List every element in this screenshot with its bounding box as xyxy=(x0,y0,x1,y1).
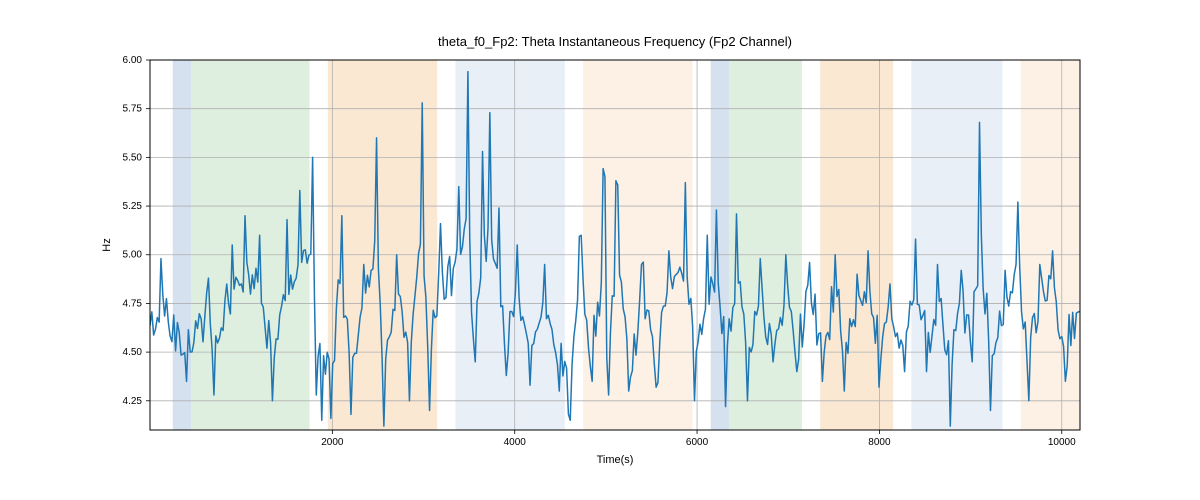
region xyxy=(820,60,893,430)
xtick-label: 6000 xyxy=(686,437,709,448)
xtick-label: 2000 xyxy=(321,437,344,448)
ytick-label: 4.25 xyxy=(123,396,143,407)
line-chart: 2000 4000 6000 8000 10000 4.25 4.50 4.75 5.00 5.2… xyxy=(0,0,1200,500)
xtick-label: 10000 xyxy=(1048,437,1076,448)
region xyxy=(729,60,802,430)
chart-title: theta_f0_Fp2: Theta Instantaneous Freque… xyxy=(438,34,792,49)
region xyxy=(173,60,191,430)
y-axis-label: Hz xyxy=(101,238,113,251)
ytick-label: 5.50 xyxy=(123,152,143,163)
ytick-label: 4.75 xyxy=(123,298,143,309)
region xyxy=(455,60,564,430)
ytick-label: 4.50 xyxy=(123,347,143,358)
x-axis-label: Time(s) xyxy=(597,454,634,466)
region xyxy=(191,60,310,430)
ytick-label: 5.25 xyxy=(123,201,143,212)
ytick-label: 5.75 xyxy=(123,104,143,115)
chart-container: 2000 4000 6000 8000 10000 4.25 4.50 4.75 5.00 5.2… xyxy=(0,0,1200,500)
region xyxy=(583,60,692,430)
xtick-label: 8000 xyxy=(868,437,891,448)
ytick-label: 6.00 xyxy=(123,55,143,66)
shaded-regions xyxy=(173,60,1080,430)
xtick-label: 4000 xyxy=(504,437,527,448)
ytick-label: 5.00 xyxy=(123,250,143,261)
